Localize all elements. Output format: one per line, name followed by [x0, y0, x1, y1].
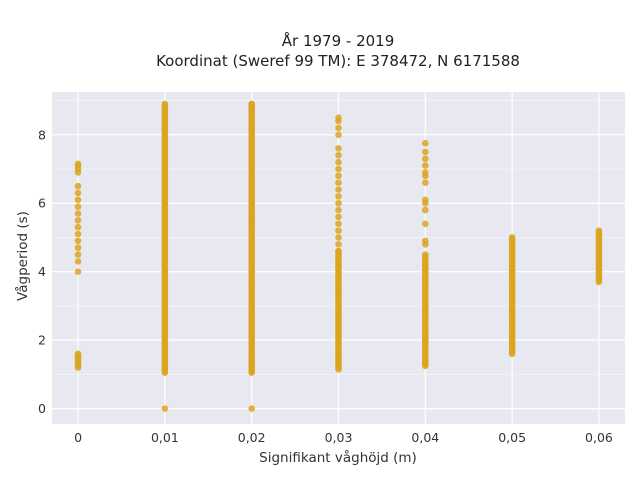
data-point: [74, 223, 82, 231]
chart-title: År 1979 - 2019: [282, 31, 395, 50]
data-point: [422, 148, 429, 156]
data-point: [74, 182, 82, 190]
data-point: [74, 230, 82, 238]
x-axis-label: Signifikant våghöjd (m): [259, 449, 417, 466]
data-point: [74, 268, 82, 275]
y-tick-label: 2: [38, 333, 46, 348]
data-point: [74, 189, 82, 197]
data-point: [74, 160, 82, 168]
data-point: [422, 206, 429, 214]
data-point: [335, 241, 342, 248]
data-point: [335, 234, 342, 241]
data-point: [335, 247, 342, 255]
chart-subtitle: Koordinat (Sweref 99 TM): E 378472, N 61…: [156, 52, 520, 70]
data-point: [595, 227, 603, 234]
data-point: [74, 251, 82, 258]
data-point: [335, 172, 342, 180]
data-point: [335, 206, 342, 214]
data-point: [335, 213, 342, 221]
x-tick-label: 0: [74, 430, 82, 445]
data-point: [422, 155, 429, 163]
data-point: [422, 140, 429, 147]
data-point: [335, 114, 342, 121]
y-tick-label: 4: [38, 264, 46, 279]
data-point: [335, 220, 342, 228]
data-point: [74, 217, 82, 224]
data-point: [74, 350, 82, 358]
data-point: [335, 186, 342, 193]
data-point: [422, 237, 429, 245]
x-tick-label: 0,03: [325, 430, 353, 445]
data-point: [335, 227, 342, 234]
data-point: [74, 244, 82, 252]
data-point: [335, 165, 342, 173]
data-point: [161, 405, 169, 412]
data-point: [335, 131, 342, 139]
x-tick-label: 0,06: [585, 430, 613, 445]
data-point: [422, 220, 429, 228]
data-point: [74, 210, 82, 217]
tick-labels: 0 0,01 0,02 0,03 0,04 0,05 0,06 0 2 4 6 8: [38, 127, 613, 445]
y-axis-label: Vågperiod (s): [14, 211, 31, 301]
data-point: [335, 193, 342, 200]
data-point: [248, 100, 255, 108]
data-point: [74, 258, 82, 265]
data-point: [161, 100, 169, 108]
y-tick-label: 8: [38, 127, 46, 142]
data-point: [422, 169, 429, 176]
data-point: [74, 203, 82, 210]
y-tick-label: 6: [38, 196, 46, 211]
x-tick-label: 0,01: [151, 430, 179, 445]
data-point: [335, 199, 342, 207]
data-point: [335, 124, 342, 132]
data-point: [508, 234, 516, 241]
x-tick-label: 0,05: [498, 430, 526, 445]
data-point: [335, 158, 342, 166]
data-point: [422, 251, 429, 258]
data-point: [422, 162, 429, 169]
data-point: [422, 179, 429, 187]
data-point: [335, 145, 342, 152]
x-tick-label: 0,02: [238, 430, 266, 445]
data-points: [74, 100, 603, 412]
y-tick-label: 0: [38, 401, 46, 416]
x-tick-label: 0,04: [411, 430, 439, 445]
data-point: [248, 405, 255, 412]
data-point: [74, 196, 82, 204]
data-point: [422, 196, 429, 204]
data-point: [335, 152, 342, 159]
data-point: [335, 179, 342, 187]
data-point: [74, 237, 82, 245]
